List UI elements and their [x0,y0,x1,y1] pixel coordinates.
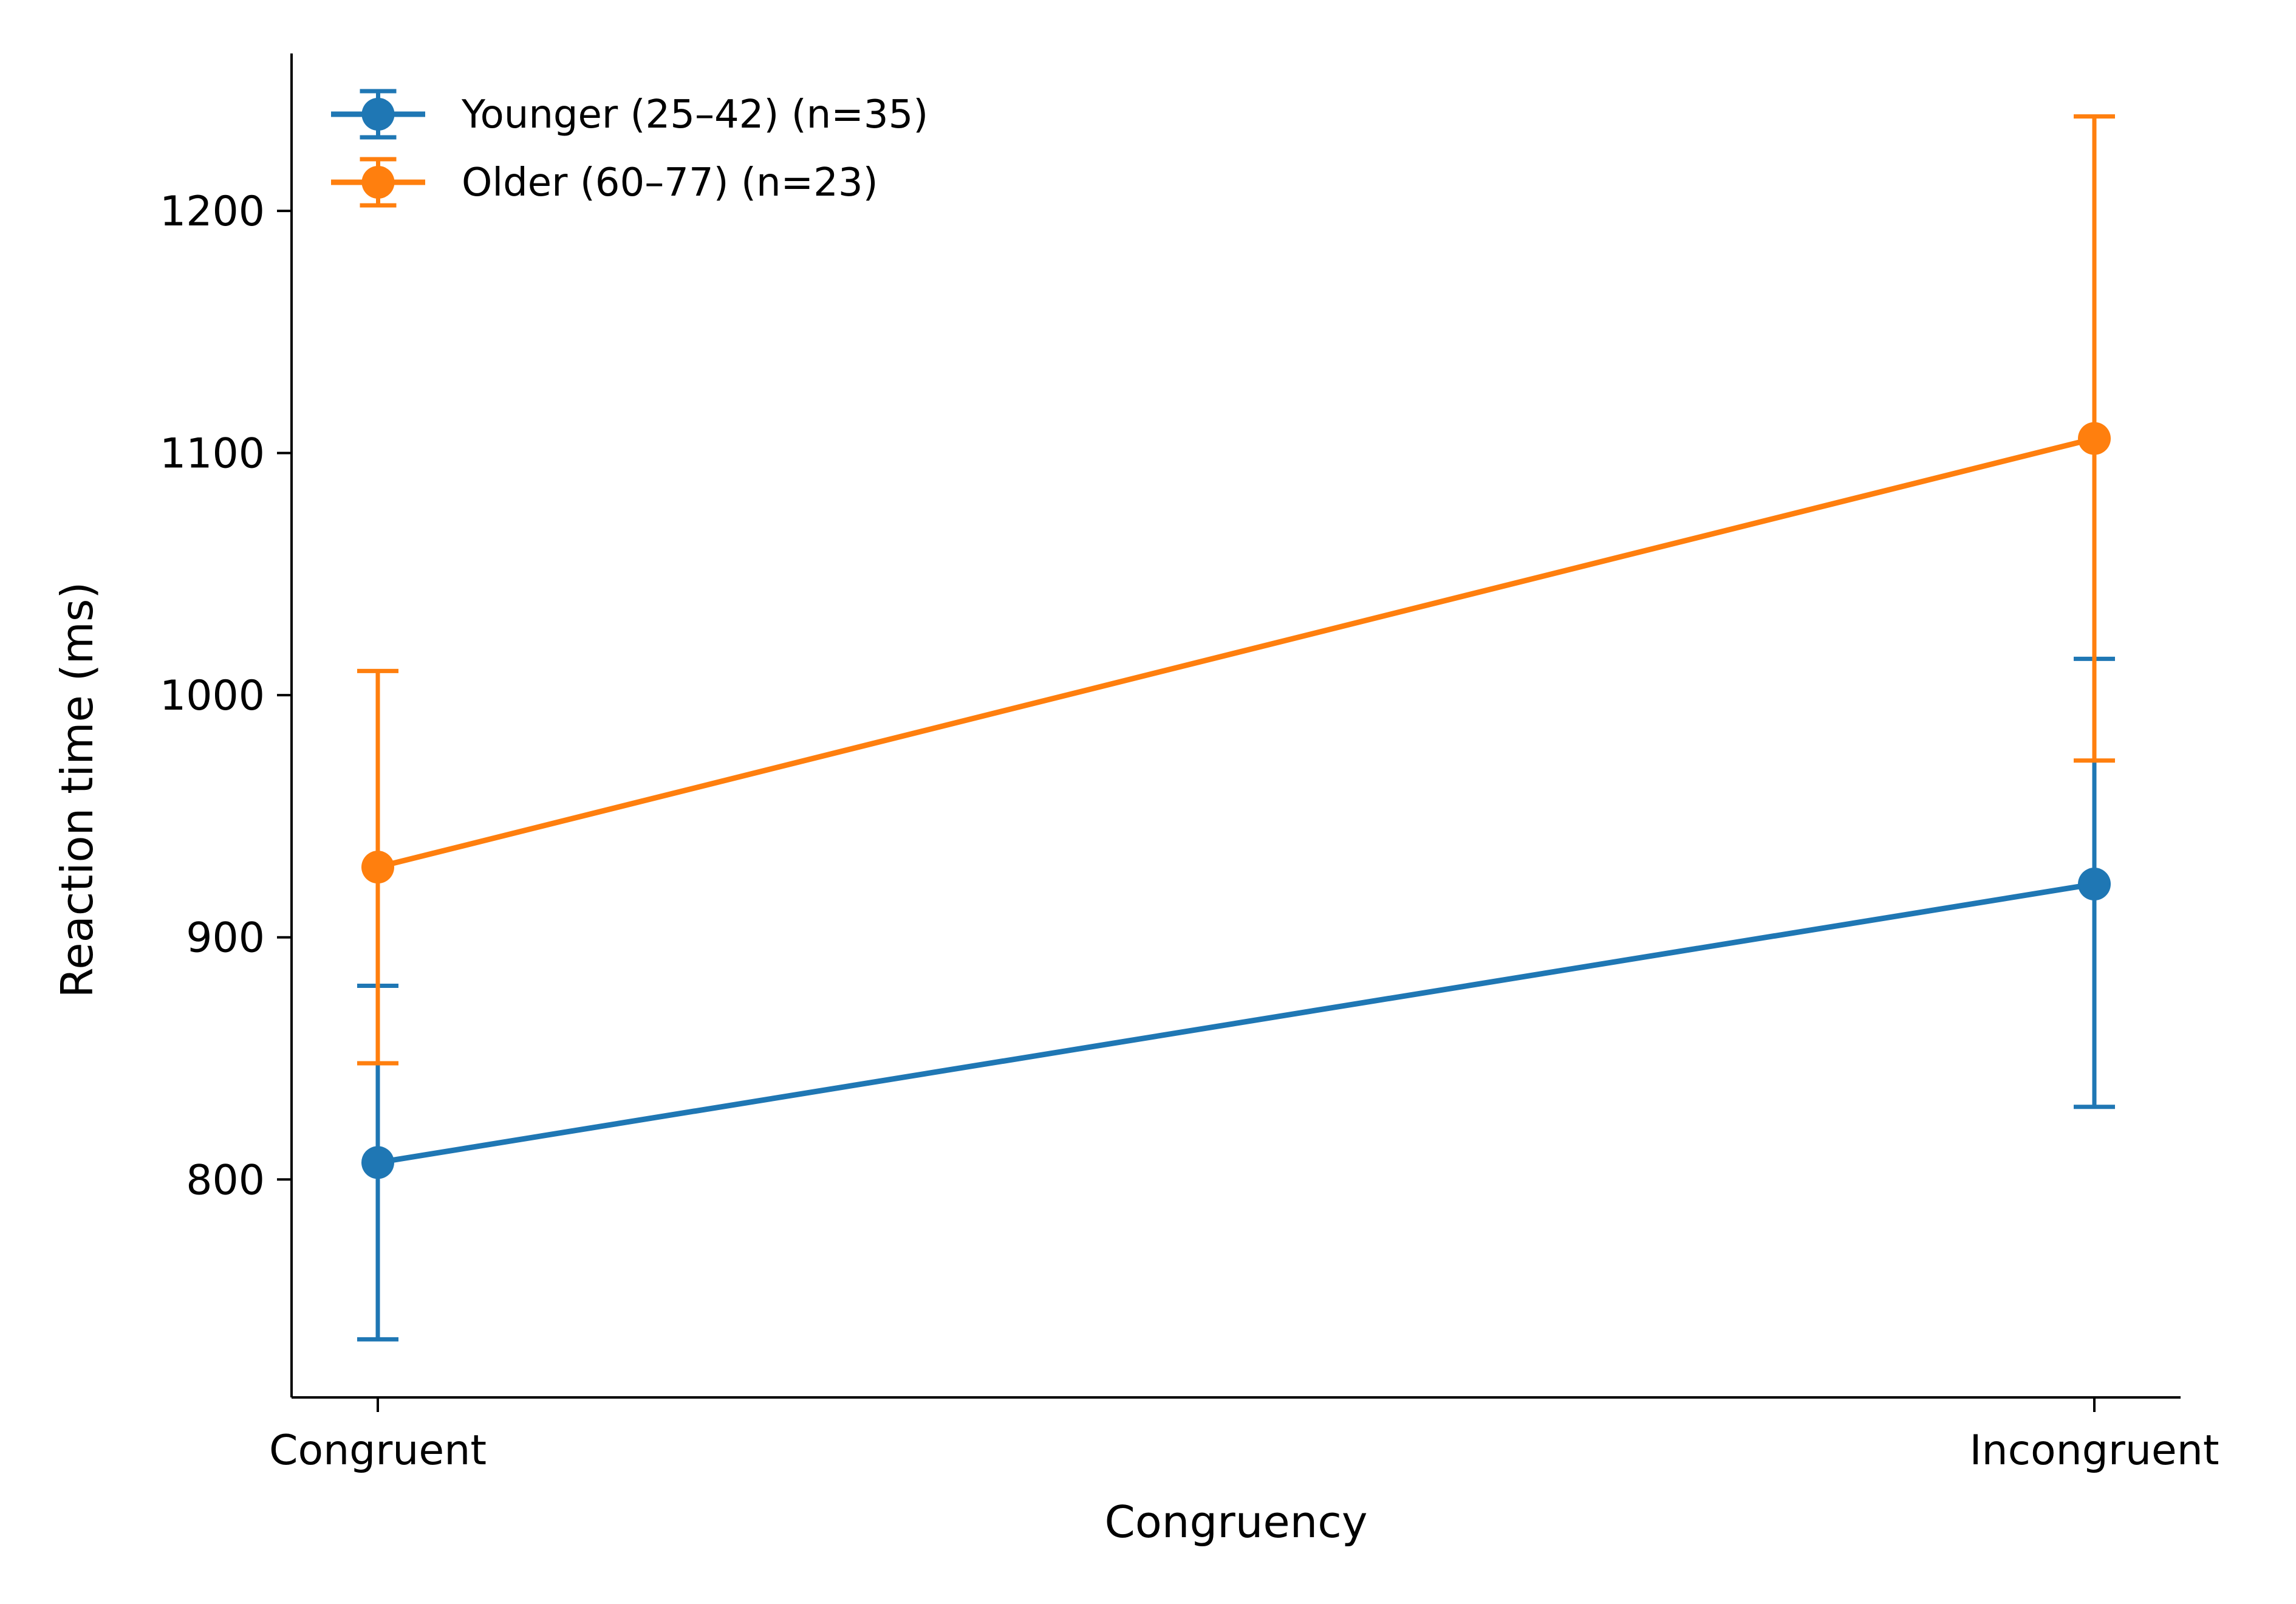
data-point [2078,422,2111,455]
axes: 800 900 1000 1100 1200 Congruent Incongruent [160,53,2219,1475]
legend-label: Older (60–77) (n=23) [462,160,878,205]
series-older [357,114,2115,1066]
y-tick-label: 1000 [160,672,265,720]
legend-marker [361,98,395,131]
data-point [2078,868,2111,901]
y-tick-label: 800 [186,1156,265,1204]
legend-item: Older (60–77) (n=23) [331,157,878,208]
x-ticks: Congruent Incongruent [269,1397,2219,1475]
legend: Younger (25–42) (n=35) Older (60–77) (n=2… [331,89,928,208]
legend-marker [361,166,395,199]
x-tick-label: Incongruent [1969,1427,2219,1475]
y-tick-label: 900 [186,914,265,962]
data-point [361,1146,394,1179]
y-tick-label: 1200 [160,188,265,236]
y-axis-title: Reaction time (ms) [52,582,103,998]
series-line [377,436,2096,870]
y-tick-label: 1100 [160,430,265,478]
y-ticks: 800 900 1000 1100 1200 [160,188,292,1204]
data-point [361,851,394,884]
legend-label: Younger (25–42) (n=35) [461,92,928,137]
plot-area [357,114,2115,1342]
x-tick-label: Congruent [269,1427,487,1475]
x-axis-title: Congruency [1104,1496,1367,1547]
series-line [377,881,2095,1165]
legend-item: Younger (25–42) (n=35) [331,89,928,140]
